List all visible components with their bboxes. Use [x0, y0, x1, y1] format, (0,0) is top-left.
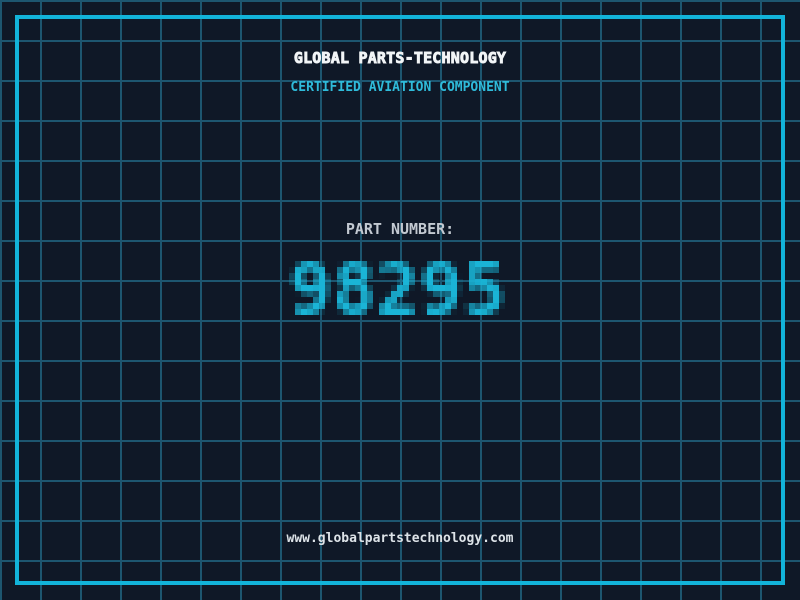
- part-number-display: 98295: [0, 255, 800, 361]
- part-number-text: 98295: [517, 255, 518, 256]
- company-title: GLOBAL PARTS-TECHNOLOGY: [293, 49, 507, 68]
- website-url: www.globalpartstechnology.com: [286, 531, 514, 546]
- certification-subtitle: CERTIFIED AVIATION COMPONENT: [290, 80, 510, 95]
- part-number-label: PART NUMBER:: [345, 220, 455, 238]
- part-number-canvas: [283, 255, 517, 357]
